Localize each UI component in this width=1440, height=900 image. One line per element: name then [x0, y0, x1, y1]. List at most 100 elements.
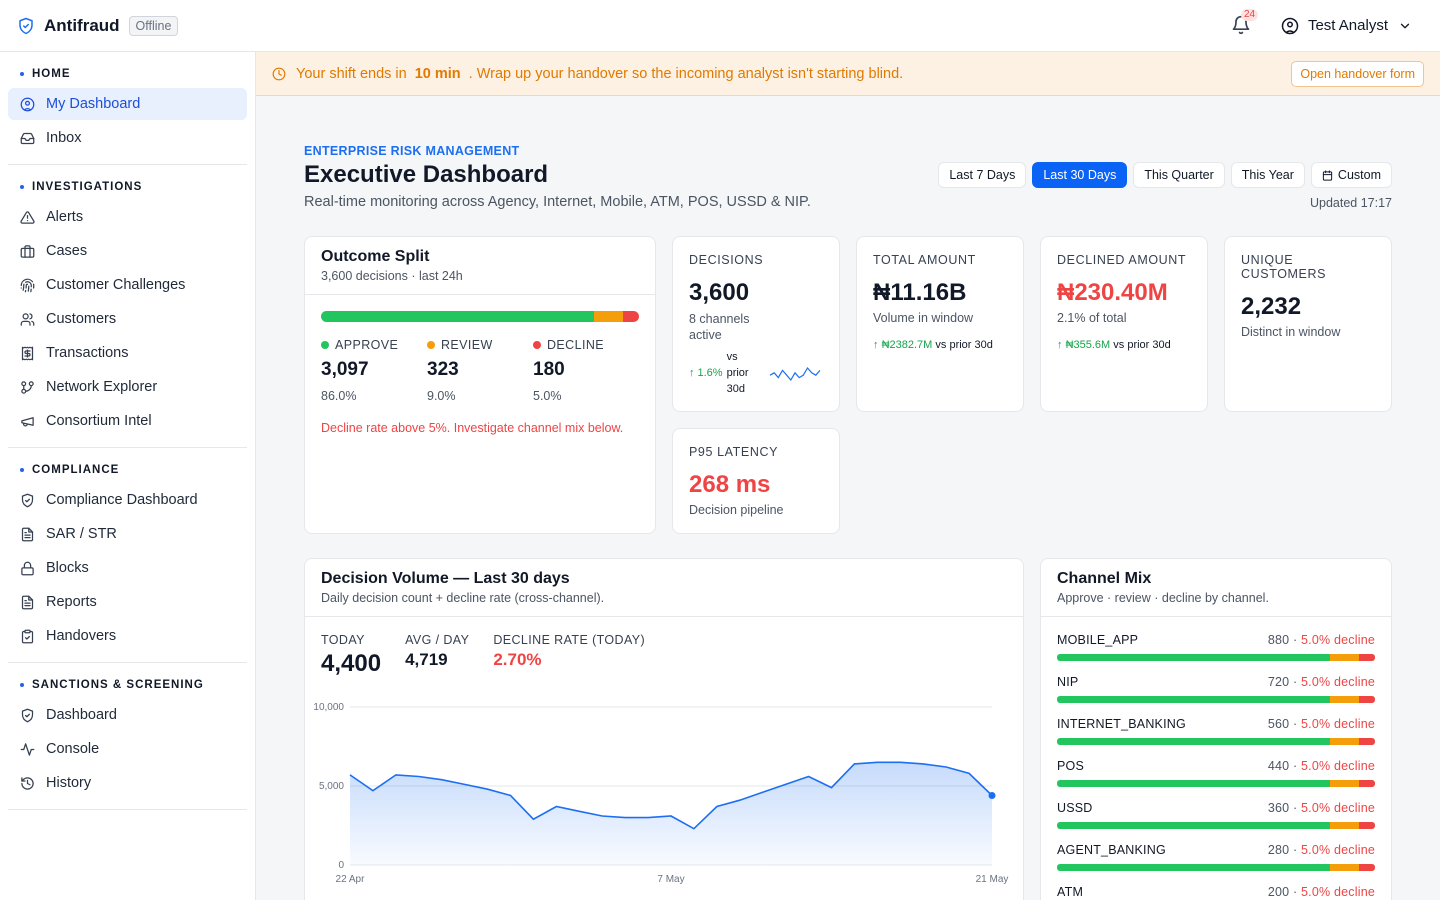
- channel-count: 560: [1267, 717, 1290, 731]
- updated-time: Updated 17:17: [1309, 196, 1392, 210]
- approve-segment: [1057, 696, 1331, 703]
- x-tick-label: 21 May: [976, 874, 1009, 885]
- decline-segment: [1359, 864, 1375, 871]
- legend-dot: [427, 341, 435, 349]
- approve-segment: [1057, 864, 1331, 871]
- megaphone-icon: [21, 416, 34, 426]
- sidebar-section: COMPLIANCE Compliance Dashboard SAR / STR B…: [0, 448, 255, 652]
- sidebar-item-network-explorer[interactable]: Network Explorer: [8, 371, 247, 403]
- sidebar-item-compliance-dashboard[interactable]: Compliance Dashboard: [8, 484, 247, 516]
- channel-name: USSD: [1057, 801, 1093, 815]
- notifications-button[interactable]: 24: [1231, 8, 1259, 37]
- channel-mix-bar: [1057, 696, 1375, 703]
- sidebar-item-label: Compliance Dashboard: [46, 492, 198, 508]
- sidebar-divider: [8, 662, 247, 663]
- channel-mix-bar: [1057, 738, 1375, 745]
- latest-point-marker: [988, 791, 996, 799]
- total-amount-card: TOTAL AMOUNT ₦11.16B Volume in window ↑ …: [856, 236, 1024, 412]
- brand[interactable]: Antifraud Offline: [17, 15, 179, 36]
- inbox-icon: [20, 132, 35, 144]
- channel-count: 720: [1267, 675, 1290, 689]
- clipboard-check-icon: [21, 629, 34, 643]
- channel-mix-subtitle: Approve · review · decline by channel.: [1057, 591, 1269, 605]
- channel-decline-rate: 5.0% decline: [1301, 633, 1375, 647]
- channel-mix-list: MOBILE_APP 880 · 5.0% decline NIP 720 · 5.0…: [1041, 617, 1391, 900]
- sidebar-item-sar-str[interactable]: SAR / STR: [8, 518, 247, 550]
- file-text-icon: [21, 595, 34, 609]
- sidebar-item-inbox[interactable]: Inbox: [8, 122, 247, 154]
- channel-row: INTERNET_BANKING 560 · 5.0% decline: [1041, 717, 1391, 745]
- sidebar-item-customers[interactable]: Customers: [8, 303, 247, 335]
- sidebar-item-blocks[interactable]: Blocks: [8, 552, 247, 584]
- outcome-label: APPROVE: [335, 338, 399, 352]
- sidebar-section: INVESTIGATIONS Alerts Cases Customer Challe…: [0, 165, 255, 437]
- decisions-delta: 1.6%: [697, 367, 723, 379]
- channel-mix-bar: [1057, 654, 1375, 661]
- shield-check-icon: [21, 708, 34, 722]
- activity-icon: [20, 742, 35, 756]
- channel-decline-rate: 5.0% decline: [1301, 717, 1375, 731]
- y-tick-label: 0: [338, 860, 344, 871]
- unique-customers-label: UNIQUE CUSTOMERS: [1241, 253, 1327, 281]
- sidebar-item-handovers[interactable]: Handovers: [8, 620, 247, 652]
- sidebar-item-label: Blocks: [46, 560, 89, 576]
- declined-amount-value: ₦230.40M: [1057, 279, 1168, 306]
- decisions-sparkline: [769, 366, 821, 382]
- sidebar-divider: [8, 447, 247, 448]
- total-amount-value: ₦11.16B: [873, 279, 967, 306]
- page-eyebrow: ENTERPRISE RISK MANAGEMENT: [304, 144, 520, 158]
- unique-customers-sub: Distinct in window: [1241, 325, 1341, 339]
- channel-count: 200: [1267, 885, 1290, 899]
- approve-segment: [1057, 822, 1331, 829]
- sidebar-item-cases[interactable]: Cases: [8, 235, 247, 267]
- history-icon: [21, 776, 34, 790]
- volume-area: [350, 762, 992, 865]
- banner-text-before: Your shift ends in: [296, 65, 407, 82]
- total-amount-delta-suffix: vs prior 30d: [935, 339, 993, 351]
- sidebar-item-customer-challenges[interactable]: Customer Challenges: [8, 269, 247, 301]
- decision-volume-chart: 10,000 5,000 0 22 Apr 7 May 21 May: [313, 702, 1009, 885]
- sidebar-item-console[interactable]: Console: [8, 733, 247, 765]
- sidebar-item-alerts[interactable]: Alerts: [8, 201, 247, 233]
- sidebar-item-label: My Dashboard: [46, 96, 141, 112]
- sidebar-item-consortium-intel[interactable]: Consortium Intel: [8, 405, 247, 437]
- decisions-card: DECISIONS 3,600 8 channels active ↑ 1.6%…: [672, 236, 840, 412]
- range-this-year-button[interactable]: This Year: [1230, 162, 1305, 188]
- decisions-value: 3,600: [689, 279, 750, 306]
- app-name: Antifraud: [44, 15, 120, 35]
- channel-mix-bar: [1057, 822, 1375, 829]
- x-tick-label: 7 May: [657, 874, 684, 885]
- arrow-up-icon: ↑: [1057, 339, 1066, 351]
- unique-customers-value: 2,232: [1241, 293, 1302, 320]
- sidebar-item-my-dashboard[interactable]: My Dashboard: [8, 88, 247, 120]
- range-last-30-days-button[interactable]: Last 30 Days: [1032, 162, 1128, 188]
- sidebar-item-label: Transactions: [46, 345, 129, 361]
- fingerprint-icon: [20, 278, 35, 292]
- sidebar-item-dashboard[interactable]: Dashboard: [8, 699, 247, 731]
- sidebar-item-history[interactable]: History: [8, 767, 247, 799]
- channel-mix-bar: [1057, 780, 1375, 787]
- shield-logo-icon: [19, 17, 33, 34]
- review-segment: [1330, 822, 1360, 829]
- open-handover-form-button[interactable]: Open handover form: [1291, 60, 1424, 87]
- range-custom-button[interactable]: Custom: [1310, 162, 1392, 188]
- review-segment: [1330, 654, 1360, 661]
- channel-row: MOBILE_APP 880 · 5.0% decline: [1041, 633, 1391, 661]
- range-this-quarter-button[interactable]: This Quarter: [1133, 162, 1225, 188]
- outcome-title: Outcome Split: [321, 248, 430, 265]
- range-last-7-days-button[interactable]: Last 7 Days: [938, 162, 1027, 188]
- shield-check-icon: [21, 493, 34, 507]
- user-menu-button[interactable]: Test Analyst: [1281, 17, 1412, 35]
- approve-segment: [1057, 654, 1331, 661]
- sidebar-item-reports[interactable]: Reports: [8, 586, 247, 618]
- outcome-pct: 9.0%: [427, 389, 456, 403]
- split-segment-decline: [623, 311, 639, 322]
- lock-icon: [21, 561, 34, 575]
- channel-row: POS 440 · 5.0% decline: [1041, 759, 1391, 787]
- volume-subtitle: Daily decision count + decline rate (cro…: [321, 591, 605, 605]
- git-branch-icon: [21, 380, 34, 394]
- shift-banner: Your shift ends in 10 min . Wrap up your…: [256, 52, 1440, 96]
- sidebar-divider: [8, 164, 247, 165]
- sidebar-item-transactions[interactable]: Transactions: [8, 337, 247, 369]
- outcome-decline: DECLINE 180 5.0%: [533, 338, 639, 403]
